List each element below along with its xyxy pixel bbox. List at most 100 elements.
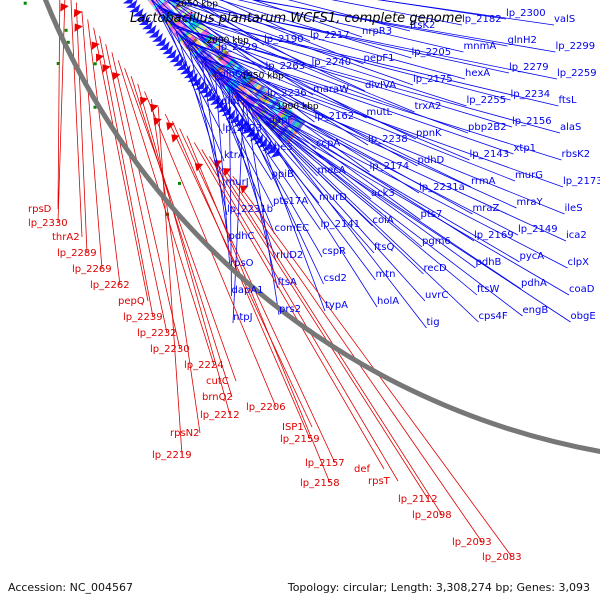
forward-gene-label: ftsQ bbox=[374, 242, 394, 253]
reverse-gene-label: lp_2158 bbox=[300, 478, 340, 489]
forward-gene-arrow bbox=[194, 80, 205, 90]
gene-leader-line bbox=[57, 0, 61, 210]
forward-gene-label: lp_2255 bbox=[467, 95, 507, 106]
gene-leader-line bbox=[271, 125, 571, 323]
gene-leader-line bbox=[75, 2, 88, 254]
genome-summary-text: Topology: circular; Length: 3,308,274 bp… bbox=[287, 581, 590, 594]
forward-gene-label: lp_2279 bbox=[509, 62, 549, 73]
cog-category-segment bbox=[241, 74, 253, 86]
gene-leader-line bbox=[232, 90, 324, 285]
forward-gene-label: mecA bbox=[318, 165, 346, 176]
cog-category-segment bbox=[222, 55, 234, 67]
gene-leader-line bbox=[185, 0, 312, 69]
forward-gene-arrow bbox=[270, 146, 280, 158]
rna-feature-dot bbox=[66, 40, 70, 44]
reverse-gene-label: pepQ bbox=[118, 296, 145, 307]
forward-gene-arrow bbox=[162, 45, 174, 55]
cog-category-segment bbox=[201, 33, 213, 45]
map-title: Lactobacillus plantarum WCFS1, complete … bbox=[130, 11, 462, 26]
reverse-gene-arrow bbox=[102, 64, 111, 73]
reverse-gene-labels: rpsD lp_2330 thrA2 lp_2289 lp_2269 lp_2262pep… bbox=[28, 204, 522, 563]
gene-leader-line bbox=[176, 31, 272, 181]
gene-leader-line bbox=[248, 105, 378, 308]
bp-tick-label: 2000 kbp bbox=[206, 36, 249, 46]
forward-gene-label: mraY bbox=[517, 197, 544, 208]
gene-leader-line bbox=[232, 175, 513, 558]
forward-gene-arrow bbox=[249, 130, 259, 142]
forward-gene-label: trxA2 bbox=[415, 101, 442, 112]
accession-text: Accession: NC_004567 bbox=[8, 581, 134, 594]
forward-gene-arrow bbox=[138, 16, 150, 26]
gene-leader-line bbox=[202, 0, 364, 65]
forward-gene-label: mnmA bbox=[464, 41, 497, 52]
forward-gene-label: rluD2 bbox=[276, 250, 303, 261]
forward-gene-label: rrmA bbox=[471, 176, 496, 187]
forward-gene-label: csd2 bbox=[324, 273, 347, 284]
gene-leader-line bbox=[166, 0, 219, 54]
cog-category-segment bbox=[208, 40, 220, 52]
forward-gene-label: ntpJ bbox=[233, 312, 253, 323]
forward-gene-label: prs2 bbox=[279, 304, 301, 315]
forward-gene-arrow bbox=[229, 113, 240, 124]
cog-category-segment bbox=[175, 2, 188, 13]
forward-gene-label: valS bbox=[554, 14, 575, 25]
reverse-gene-label: lp_2289 bbox=[57, 248, 97, 259]
gene-leader-line bbox=[167, 19, 369, 146]
gene-leader-line bbox=[166, 0, 558, 80]
gene-leader-line bbox=[218, 77, 323, 258]
forward-gene-label: pts17A bbox=[273, 196, 308, 207]
gene-leader-line bbox=[247, 104, 326, 312]
cog-category-segment bbox=[287, 113, 298, 126]
forward-gene-label: lp_2141 bbox=[321, 219, 361, 230]
bp-tick-label: 2050 kbp bbox=[176, 0, 219, 10]
reverse-gene-label: lp_2239 bbox=[123, 312, 163, 323]
gene-leader-line bbox=[173, 27, 561, 134]
forward-gene-label: lp_2300 bbox=[506, 8, 546, 19]
forward-label-lines bbox=[150, 0, 571, 329]
reverse-gene-label: rpsD bbox=[28, 204, 52, 215]
forward-gene-label: mtn bbox=[376, 269, 396, 280]
forward-gene-label: ack3 bbox=[371, 188, 395, 199]
reverse-gene-arrow bbox=[166, 122, 175, 131]
forward-gene-label: ccpA bbox=[316, 138, 340, 149]
forward-gene-label: pgm6 bbox=[422, 236, 451, 247]
forward-gene-arrow bbox=[145, 24, 157, 34]
forward-gene-label: lp_2205 bbox=[412, 47, 452, 58]
gene-leader-line bbox=[81, 10, 103, 270]
forward-gene-label: ica2 bbox=[566, 230, 587, 241]
forward-gene-label: recD bbox=[424, 263, 448, 274]
reverse-gene-label: rpsT bbox=[368, 476, 391, 487]
gene-leader-line bbox=[171, 0, 414, 86]
forward-gene-label: pdhA bbox=[521, 278, 547, 289]
gene-leader-line bbox=[237, 0, 464, 53]
gene-leader-line bbox=[252, 0, 363, 38]
forward-gene-label: cspR bbox=[322, 246, 346, 257]
gene-leader-line bbox=[251, 0, 556, 53]
forward-gene-label: lp_2238 bbox=[368, 134, 408, 145]
cog-category-segment bbox=[251, 83, 263, 95]
gene-leader-line bbox=[164, 113, 313, 428]
forward-gene-arrow bbox=[206, 91, 217, 102]
forward-gene-arrow bbox=[158, 41, 170, 51]
genome-backbone bbox=[42, 0, 600, 454]
reverse-gene-label: ISP1 bbox=[282, 422, 304, 433]
forward-gene-label: murG bbox=[515, 170, 543, 181]
forward-gene-label: ftsL bbox=[559, 95, 577, 106]
gene-leader-line bbox=[236, 94, 424, 275]
forward-gene-label: coaD bbox=[569, 284, 595, 295]
forward-gene-label: lp_2190 bbox=[264, 34, 304, 45]
cog-category-segment bbox=[233, 86, 246, 100]
gene-leader-line bbox=[225, 83, 519, 236]
gene-leader-line bbox=[213, 71, 565, 215]
reverse-gene-label: lp_2224 bbox=[184, 360, 224, 371]
reverse-gene-label: lp_2206 bbox=[246, 402, 286, 413]
forward-gene-label: ftsK2 bbox=[410, 20, 435, 31]
forward-gene-arrow bbox=[180, 64, 191, 75]
gene-leader-line bbox=[193, 142, 385, 470]
gene-leader-line bbox=[211, 69, 517, 209]
forward-gene-label: lp_2143 bbox=[470, 149, 510, 160]
gene-leader-line bbox=[99, 35, 154, 318]
reverse-gene-label: lp_2098 bbox=[412, 510, 452, 521]
cog-category-segment bbox=[232, 64, 243, 76]
